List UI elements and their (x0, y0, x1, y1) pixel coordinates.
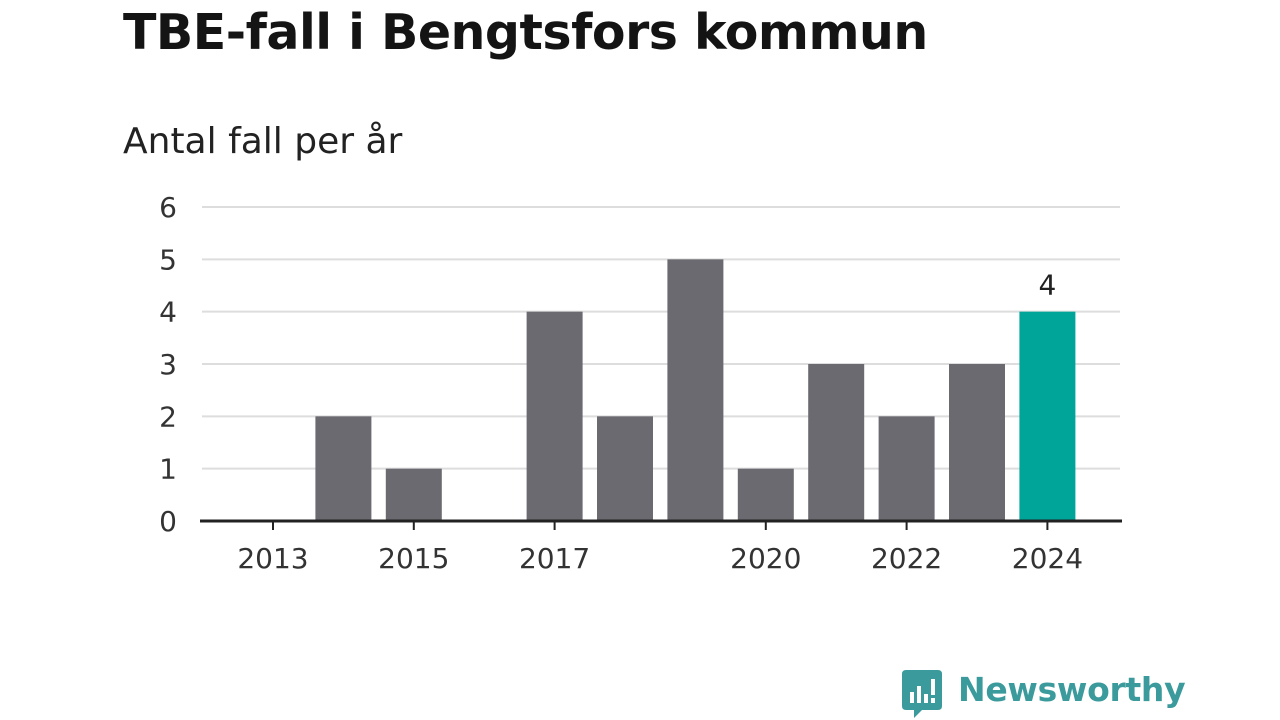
y-tick-label-3: 3 (159, 348, 177, 381)
bar-chart: 0 1 2 3 4 5 6 2013 2015 2017 2020 2022 2024 4 (159, 191, 1122, 575)
brand-name: Newsworthy (958, 670, 1186, 709)
bars (315, 259, 1076, 521)
newsworthy-logo-icon (902, 670, 942, 718)
y-tick-label-6: 6 (159, 191, 177, 224)
x-tick-label-2015: 2015 (378, 542, 449, 575)
data-label-2024: 4 (1038, 269, 1056, 302)
y-tick-label-4: 4 (159, 296, 177, 329)
x-tick-label-2024: 2024 (1012, 542, 1083, 575)
x-tick-label-2022: 2022 (871, 542, 942, 575)
bar-2014 (315, 416, 372, 521)
x-tick-label-2020: 2020 (730, 542, 801, 575)
bar-2021 (808, 364, 865, 521)
bar-2018 (597, 416, 653, 521)
y-tick-label-0: 0 (159, 505, 177, 538)
bar-2015 (385, 468, 442, 521)
chart-subtitle: Antal fall per år (123, 121, 403, 162)
chart-title: TBE-fall i Bengtsfors kommun (123, 4, 928, 61)
x-tick-label-2017: 2017 (519, 542, 590, 575)
bar-2023 (949, 364, 1005, 521)
x-tick-label-2013: 2013 (237, 542, 308, 575)
logo-speech-bubble (902, 670, 942, 718)
bar-2020 (737, 468, 794, 521)
axes (200, 519, 1122, 530)
y-tick-label-1: 1 (159, 453, 177, 486)
bar-2024 (1019, 311, 1076, 521)
y-tick-label-5: 5 (159, 243, 177, 276)
bar-2017 (526, 311, 583, 521)
bar-2019 (667, 259, 724, 521)
labels: 0 1 2 3 4 5 6 2013 2015 2017 2020 2022 2024 4 (159, 191, 1083, 575)
brand-logo: Newsworthy (902, 670, 1186, 720)
bar-2022 (878, 416, 935, 521)
y-tick-label-2: 2 (159, 400, 177, 433)
